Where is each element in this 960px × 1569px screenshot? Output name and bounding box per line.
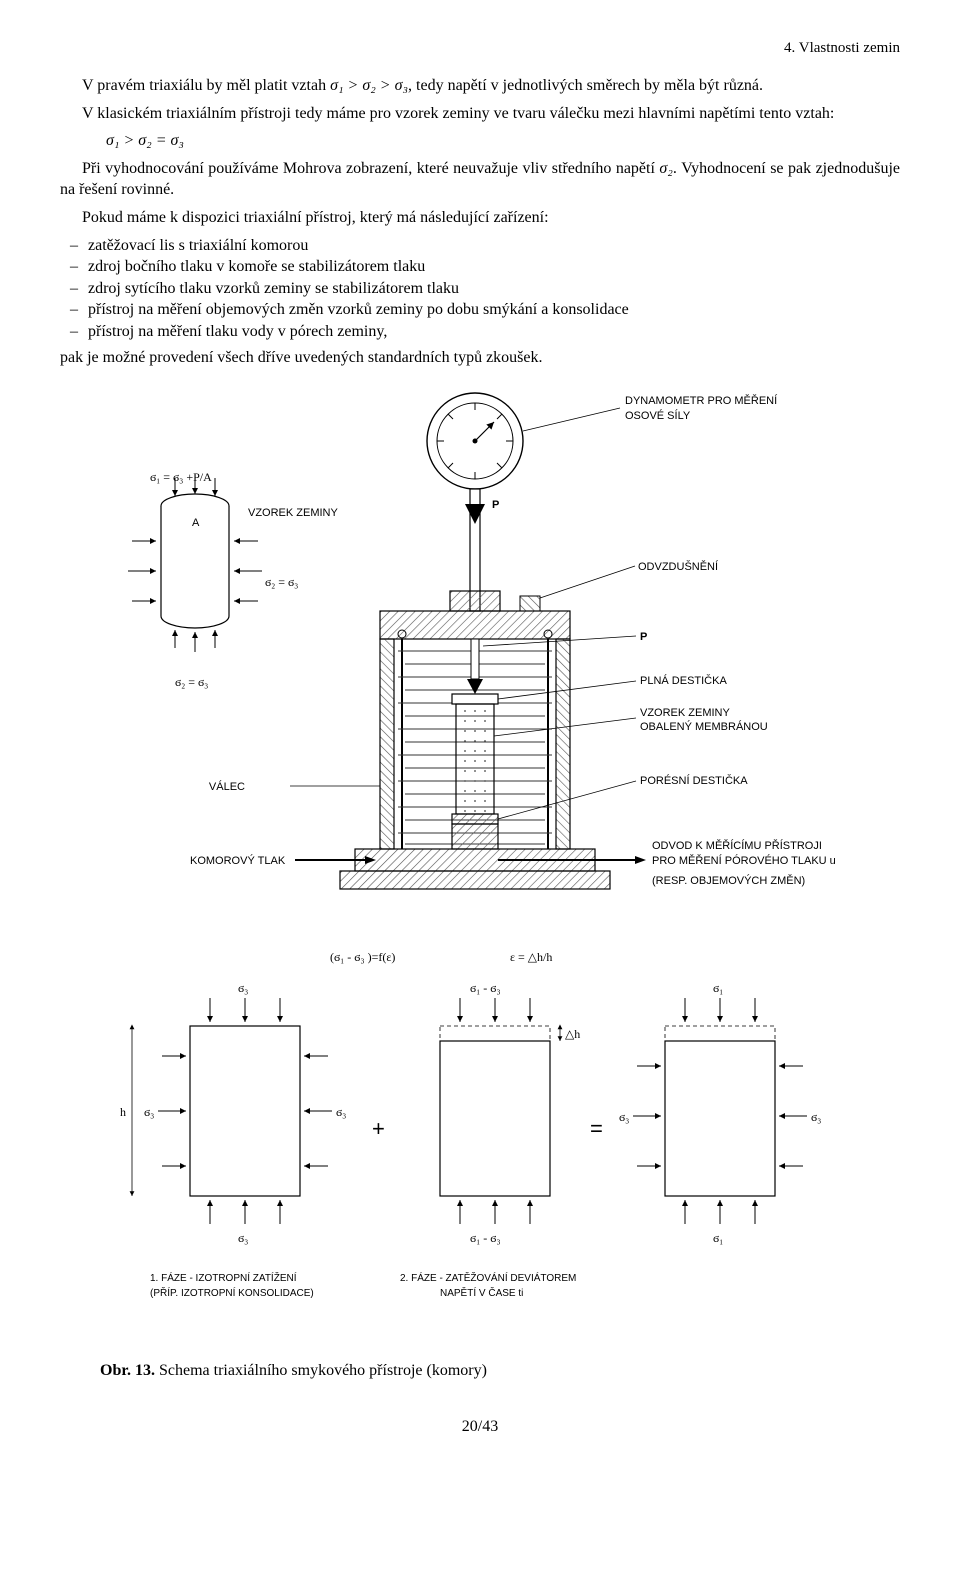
formula-1: σ₁ > σ₂ = σ₃ [106,130,900,152]
label-plna-desticka: PLNÁ DESTIČKA [640,674,727,687]
label-equals: = [590,1116,603,1141]
label-vzorek-membr-2: OBALENÝ MEMBRÁNOU [640,720,768,733]
label-dynamometr-1: DYNAMOMETR PRO MĚŘENÍ [625,394,778,407]
p1-text-a: V pravém triaxiálu by měl platit vztah [82,77,330,94]
label-s3-3l: ϭ₃ [619,1110,629,1124]
label-s3-1b: ϭ₃ [238,1231,248,1245]
label-h: h [120,1105,126,1119]
page-number: 20/43 [60,1418,900,1436]
label-sigma1-eq: ϭ₁ = ϭ₃ +P/A [150,470,212,484]
side-specimen: A VZOREK ZEMINY ϭ₁ = ϭ₃ +P/A ϭ₂ = ϭ₃ ϭ₂ … [128,470,339,689]
label-p-top: P [492,499,499,511]
list-item: zdroj sytícího tlaku vzorků zeminy se st… [60,278,900,300]
label-phase2-1: 2. FÁZE - ZATĚŽOVÁNÍ DEVIÁTOREM [400,1271,576,1284]
label-vzorek-zeminy: VZOREK ZEMINY [248,507,339,519]
list-item: zatěžovací lis s triaxiální komorou [60,235,900,257]
paragraph-3: Při vyhodnocování používáme Mohrova zobr… [60,158,900,201]
caption-text: Schema triaxiálního smykového přístroje … [155,1362,487,1379]
label-phase1-2: (PŘÍP. IZOTROPNÍ KONSOLIDACE) [150,1286,314,1299]
label-s1-3b: ϭ₁ [713,1231,723,1245]
paragraph-5: pak je možné provedení všech dříve uvede… [60,347,900,369]
chapter-header: 4. Vlastnosti zemin [60,40,900,57]
caption-number: Obr. 13. [100,1362,155,1379]
p3-text-a: Při vyhodnocování používáme Mohrova zobr… [82,160,659,177]
paragraph-2: V klasickém triaxiálním přístroji tedy m… [60,103,900,125]
label-komorovy-tlak: KOMOROVÝ TLAK [190,854,286,867]
label-s3-1l: ϭ₃ [144,1105,154,1119]
list-item: přístroj na měření objemových změn vzork… [60,299,900,321]
label-s1s3-2t: ϭ₁ - ϭ₃ [470,981,501,995]
label-odvod-1: ODVOD K MĚŘÍCÍMU PŘÍSTROJI [652,839,822,852]
apparatus-upper: DYNAMOMETR PRO MĚŘENÍ OSOVÉ SÍLY P ODVZD… [128,393,836,889]
p3-sigma: σ₂ [659,160,672,177]
p1-text-b: , tedy napětí v jednotlivých směrech by … [408,77,763,94]
label-valec: VÁLEC [209,780,245,793]
label-p-inner: P [640,631,647,643]
label-vzorek-membr-1: VZOREK ZEMINY [640,707,731,719]
paragraph-4: Pokud máme k dispozici triaxiální přístr… [60,207,900,229]
figure-13: DYNAMOMETR PRO MĚŘENÍ OSOVÉ SÍLY P ODVZD… [60,386,900,1346]
label-odvod-3: (RESP. OBJEMOVÝCH ZMĚN) [652,874,805,887]
label-odvod-2: PRO MĚŘENÍ PÓROVÉHO TLAKU u [652,854,836,867]
figure-caption: Obr. 13. Schema triaxiálního smykového p… [100,1360,900,1382]
label-s1-3t: ϭ₁ [713,981,723,995]
label-a: A [192,517,200,529]
label-s1s3-2b: ϭ₁ - ϭ₃ [470,1231,501,1245]
triaxial-diagram-svg: DYNAMOMETR PRO MĚŘENÍ OSOVÉ SÍLY P ODVZD… [80,386,880,1346]
label-sigma2-eq-bottom: ϭ₂ = ϭ₃ [175,675,208,689]
label-eq-right: ε = △h/h [510,950,552,964]
label-eq-left: (ϭ₁ - ϭ₃ )=f(ε) [330,950,395,964]
label-phase1-1: 1. FÁZE - IZOTROPNÍ ZATÍŽENÍ [150,1271,297,1284]
label-dynamometr-2: OSOVÉ SÍLY [625,409,691,422]
label-s3-1t: ϭ₃ [238,981,248,995]
list-item: zdroj bočního tlaku v komoře se stabiliz… [60,256,900,278]
label-phase2-2: NAPĚTÍ V ČASE ti [440,1286,523,1299]
phase-diagrams: (ϭ₁ - ϭ₃ )=f(ε) ε = △h/h [120,950,821,1299]
paragraph-1: V pravém triaxiálu by měl platit vztah σ… [60,75,900,97]
label-plus: + [372,1116,385,1141]
label-dh: △h [565,1027,580,1041]
label-odvzdusneni: ODVZDUŠNĚNÍ [638,560,719,573]
label-porezni-desticka: PORÉSNÍ DESTIČKA [640,774,748,787]
list-item: přístroj na měření tlaku vody v pórech z… [60,321,900,343]
equipment-list: zatěžovací lis s triaxiální komorou zdro… [60,235,900,343]
label-sigma2-eq-side: ϭ₂ = ϭ₃ [265,575,298,589]
label-s3-1r: ϭ₃ [336,1105,346,1119]
p1-relation: σ₁ > σ₂ > σ₃ [330,77,408,94]
label-s3-3r: ϭ₃ [811,1110,821,1124]
